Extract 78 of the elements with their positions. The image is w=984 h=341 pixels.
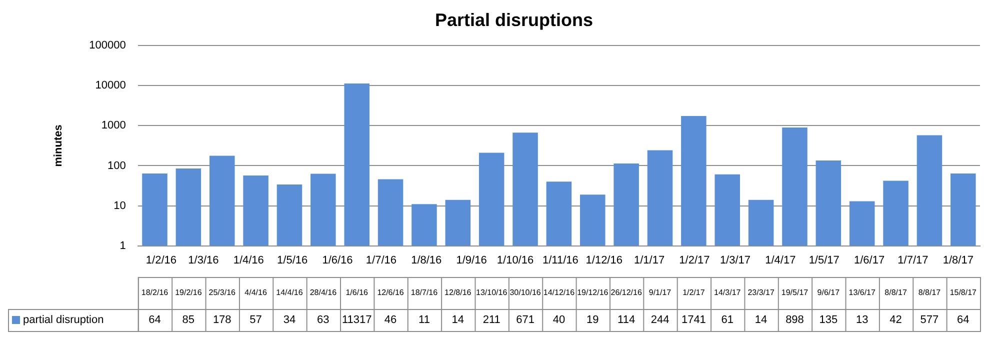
x-tick-label: 8/8/17 [884,288,908,298]
x2-tick-label: 1/10/16 [496,254,534,266]
data-label: 42 [890,314,902,326]
x2-tick-label: 1/4/16 [233,254,264,266]
x-tick-label: 13/6/17 [848,288,876,298]
x2-tick-label: 1/3/17 [720,254,751,266]
x-tick-label: 8/8/17 [918,288,942,298]
x2-tick-label: 1/5/16 [277,254,308,266]
chart-title: Partial disruptions [434,10,594,30]
data-label: 244 [650,314,670,326]
x2-tick-label: 1/12/16 [586,254,622,266]
data-label: 577 [920,314,939,326]
x-tick-label: 12/8/16 [444,288,472,298]
x2-tick-label: 1/9/16 [456,254,487,266]
x2-tick-label: 1/2/16 [146,254,177,266]
x-tick-label: 28/4/16 [310,288,338,298]
x-tick-label: 14/4/16 [276,288,304,298]
x2-tick-label: 1/5/17 [808,254,840,266]
x2-tick-label: 1/6/16 [322,254,353,266]
x-tick-label: 15/8/17 [950,288,978,298]
x-tick-label: 1/6/16 [346,288,369,298]
data-label: 135 [819,314,838,326]
data-label: 63 [317,314,330,326]
data-label: 61 [721,314,734,326]
x-tick-label: 18/7/16 [410,288,438,298]
data-label: 85 [182,314,195,326]
x2-tick-label: 1/6/17 [854,254,885,266]
x-tick-label: 9/1/17 [648,288,672,298]
x-tick-label: 23/3/17 [748,288,775,298]
data-label: 178 [212,314,232,326]
x-tick-label: 19/2/16 [175,288,202,298]
x-tick-label: 30/10/16 [510,288,542,298]
x-tick-label: 4/4/16 [244,288,268,298]
x-tick-label: 25/3/16 [208,288,236,298]
data-label: 46 [384,314,397,326]
data-label: 14 [754,314,768,326]
x2-tick-label: 1/1/17 [634,254,665,266]
x-tick-label: 18/2/16 [141,288,169,298]
data-label: 40 [552,314,566,326]
y-tick-label: 1 [120,240,126,252]
data-label: 114 [618,314,636,326]
x2-tick-label: 1/2/17 [679,254,710,266]
data-label: 34 [283,314,296,326]
data-label: 64 [148,314,161,326]
x-tick-label: 14/3/17 [714,288,742,298]
data-label: 11 [418,314,430,326]
x-tick-label: 12/6/16 [377,288,404,298]
x-tick-label: 26/12/16 [610,288,642,298]
x2-tick-label: 1/4/17 [765,254,796,266]
x-tick-label: 14/12/16 [543,288,576,298]
y-tick-label: 1000 [101,120,126,132]
data-label: 19 [586,314,599,326]
data-label: 1741 [681,314,706,326]
data-label: 64 [957,314,970,326]
x-tick-label: 19/5/17 [781,288,809,298]
y-tick-label: 10 [114,200,126,212]
data-label: 671 [516,314,534,326]
x2-tick-label: 1/8/17 [942,254,974,266]
x2-tick-label: 1/8/16 [411,254,442,266]
data-label: 211 [482,314,500,326]
legend-label: partial disruption [23,314,104,326]
data-label: 13 [856,314,868,326]
data-label: 57 [250,314,262,326]
data-label: 898 [786,314,804,326]
x-tick-label: 9/6/17 [817,288,840,298]
data-label: 11317 [342,314,372,326]
x-tick-label: 19/12/16 [577,288,609,298]
data-label: 14 [452,314,464,326]
y-tick-label: 10000 [95,80,126,92]
x-tick-label: 1/2/17 [682,288,706,298]
y-axis-title: minutes [52,124,65,167]
y-tick-label: 100000 [89,40,126,52]
x2-tick-label: 1/3/16 [188,254,219,266]
x-tick-label: 13/10/16 [476,288,508,298]
x2-tick-label: 1/11/16 [542,254,578,266]
y-tick-label: 100 [108,160,126,172]
x2-tick-label: 1/7/17 [898,254,928,266]
x2-tick-label: 1/7/16 [366,254,397,266]
